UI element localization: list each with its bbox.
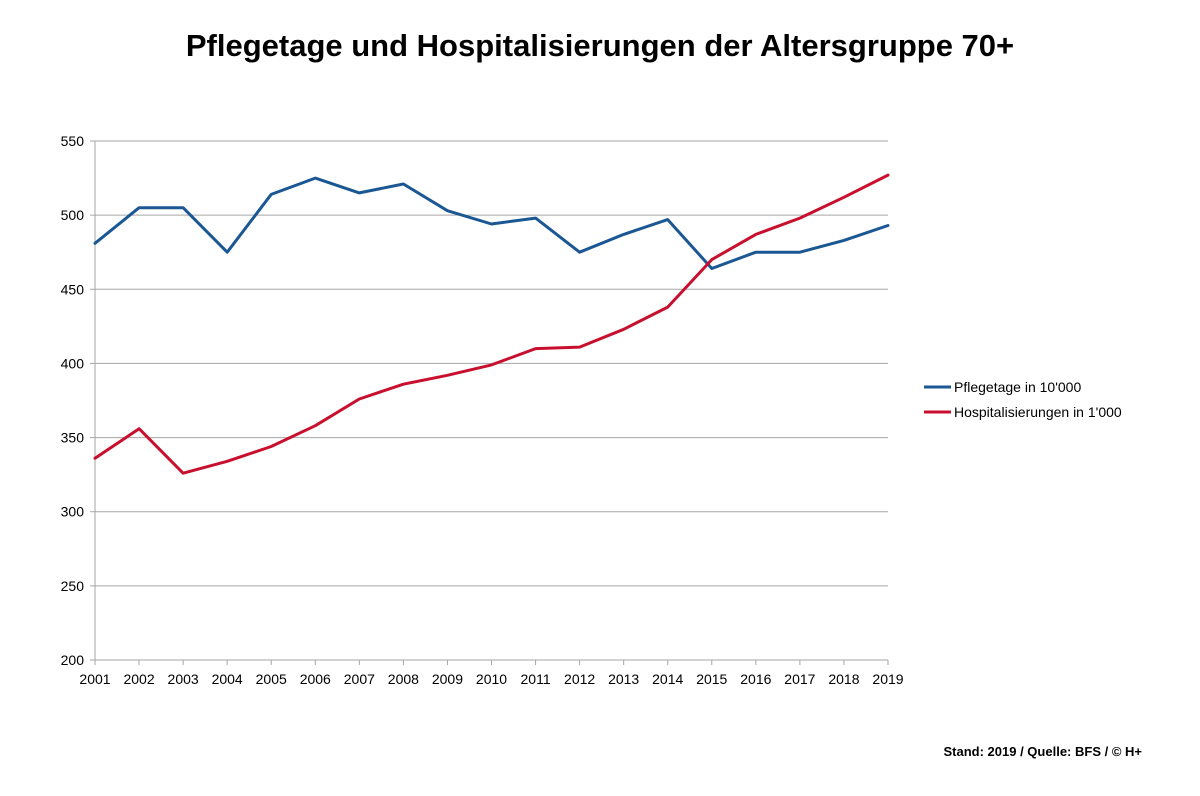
x-tick-label: 2018 (828, 671, 859, 687)
y-tick-label: 400 (61, 355, 85, 371)
y-tick-label: 550 (61, 133, 85, 149)
x-tick-label: 2012 (564, 671, 595, 687)
source-note: Stand: 2019 / Quelle: BFS / © H+ (943, 744, 1143, 759)
x-tick-label: 2019 (872, 671, 903, 687)
legend: Pflegetage in 10'000 Hospitalisierungen i… (924, 379, 1122, 420)
x-tick-label: 2004 (212, 671, 243, 687)
legend-label: Hospitalisierungen in 1'000 (954, 404, 1122, 420)
series-line-1 (93, 176, 890, 270)
y-tick-label: 350 (61, 430, 85, 446)
y-tick-label: 500 (61, 207, 85, 223)
x-tick-label: 2006 (300, 671, 331, 687)
x-tick-label: 2008 (388, 671, 419, 687)
x-tick-label: 2009 (432, 671, 463, 687)
y-tick-label: 450 (61, 281, 85, 297)
x-tick-label: 2007 (344, 671, 375, 687)
x-tick-label: 2014 (652, 671, 683, 687)
y-tick-label: 200 (61, 652, 85, 668)
x-tick-label: 2016 (740, 671, 771, 687)
x-tick-label: 2017 (784, 671, 815, 687)
series-line-2 (93, 173, 890, 475)
x-tick-label: 2011 (521, 671, 551, 687)
axes: 200 250 300 350 400 450 500 550 2001 2002 2003 2004… (61, 133, 904, 687)
x-tick-label: 2002 (123, 671, 154, 687)
x-tick-label: 2015 (696, 671, 727, 687)
chart-title: Pflegetage und Hospitalisierungen der Al… (185, 28, 1015, 63)
grid (95, 140, 888, 587)
x-tick-label: 2010 (476, 671, 507, 687)
legend-label: Pflegetage in 10'000 (954, 379, 1081, 395)
x-tick-label: 2005 (256, 671, 287, 687)
x-tick-label: 2013 (608, 671, 639, 687)
x-tick-label: 2003 (168, 671, 199, 687)
y-tick-label: 300 (61, 504, 85, 520)
series-lines (93, 173, 890, 475)
x-tick-label: 2001 (79, 671, 110, 687)
y-tick-label: 250 (61, 578, 85, 594)
